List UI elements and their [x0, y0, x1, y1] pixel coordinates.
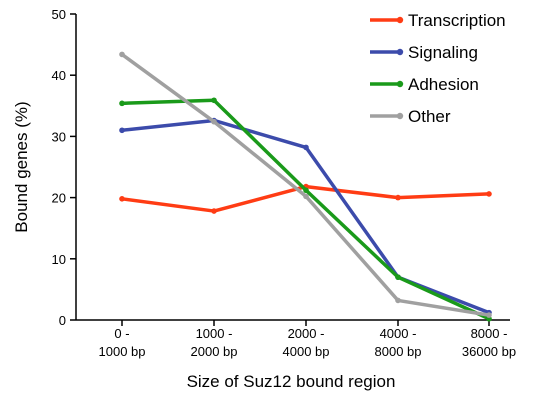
data-point	[303, 144, 309, 151]
y-axis: 0 10 20 30 40 50	[52, 7, 77, 328]
y-tick-label: 0	[59, 313, 66, 328]
series-layer	[119, 51, 492, 322]
y-tick-label: 10	[52, 252, 66, 267]
x-tick-label: 4000 -8000 bp	[375, 326, 422, 359]
data-point	[119, 51, 125, 58]
data-point	[211, 97, 217, 104]
legend-marker	[396, 48, 404, 56]
x-tick-label: 8000 -36000 bp	[462, 326, 516, 359]
data-point	[119, 127, 125, 134]
data-point	[303, 193, 309, 200]
y-axis-title: Bound genes (%)	[12, 101, 31, 232]
legend-label: Transcription	[408, 11, 506, 30]
x-tick-label: 0 -1000 bp	[99, 326, 146, 359]
x-axis: 0 -1000 bp 1000 -2000 bp 2000 -4000 bp 4000…	[76, 319, 516, 359]
legend: Transcription Signaling Adhesion Other	[370, 11, 506, 126]
legend-label: Other	[408, 107, 451, 126]
x-tick-label: 2000 -4000 bp	[283, 326, 330, 359]
x-tick-label: 1000 -2000 bp	[191, 326, 238, 359]
y-tick-label: 20	[52, 191, 66, 206]
series-signaling	[119, 117, 492, 316]
legend-item: Other	[370, 107, 451, 126]
data-point	[395, 274, 401, 280]
series-transcription	[119, 183, 492, 214]
data-point	[486, 191, 492, 197]
series-adhesion	[119, 97, 492, 322]
legend-marker	[396, 112, 404, 120]
data-point	[211, 208, 217, 214]
legend-marker	[396, 80, 404, 88]
data-point	[395, 297, 401, 304]
legend-item: Signaling	[370, 43, 478, 62]
y-tick-label: 30	[52, 129, 66, 144]
y-tick-label: 40	[52, 68, 66, 83]
data-point	[303, 187, 309, 194]
legend-item: Adhesion	[370, 75, 479, 94]
series-other	[119, 51, 492, 318]
data-point	[119, 100, 125, 107]
legend-item: Transcription	[370, 11, 506, 30]
legend-label: Signaling	[408, 43, 478, 62]
x-axis-title: Size of Suz12 bound region	[187, 372, 396, 391]
data-point	[211, 118, 217, 125]
legend-label: Adhesion	[408, 75, 479, 94]
data-point	[395, 194, 401, 201]
legend-marker	[396, 16, 404, 24]
series-line	[121, 98, 490, 321]
data-point	[119, 196, 125, 202]
data-point	[486, 312, 492, 318]
y-tick-label: 50	[52, 7, 66, 22]
